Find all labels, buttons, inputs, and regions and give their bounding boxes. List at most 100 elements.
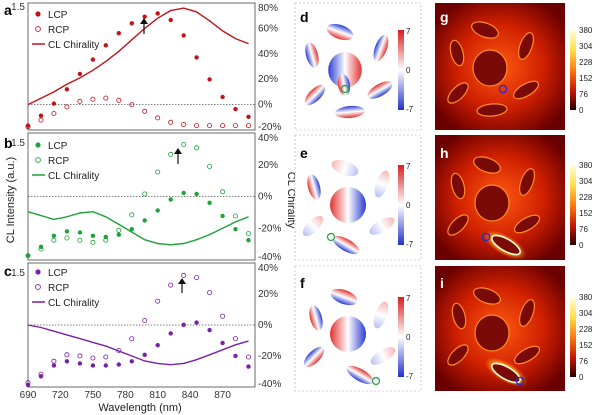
intensity-tick-label: 304: [579, 42, 593, 51]
legend-c: LCP RCP CL Chirality: [32, 268, 99, 309]
field-colorbar-f: 7 0 -7: [398, 294, 414, 381]
rcp-point: [51, 237, 57, 243]
excitation-marker: [481, 232, 491, 242]
lcp-point: [77, 71, 83, 77]
rcp-point: [194, 123, 200, 129]
lcp-point: [64, 87, 70, 92]
lcp-point: [220, 340, 225, 346]
intensity-tick-label: 380: [579, 293, 593, 302]
rcp-point: [90, 355, 96, 361]
rcp-point: [220, 189, 226, 195]
rcp-point: [168, 151, 174, 157]
rcp-point: [194, 275, 200, 281]
legend-marker-lcp: [35, 11, 41, 17]
y-axis-right-label: CL Chirality: [285, 172, 297, 229]
field-maps: d e f: [294, 2, 422, 392]
y-tick: 1.5: [11, 268, 25, 279]
rcp-point: [103, 95, 109, 101]
y2-tick-label: 40%: [258, 133, 278, 144]
legend-lcp: LCP: [48, 10, 68, 21]
legend-rcp: RCP: [48, 283, 69, 294]
lcp-point: [181, 33, 186, 38]
lcp-point: [116, 232, 122, 237]
peak-arrow-c: [178, 278, 186, 293]
excitation-marker: [371, 376, 381, 386]
lcp-point: [246, 364, 251, 369]
lcp-point: [233, 227, 238, 232]
lcp-point: [194, 320, 199, 325]
lcp-point: [168, 197, 173, 202]
lcp-point: [155, 343, 160, 348]
legend-chirality: CL Chirality: [48, 171, 99, 182]
lcp-point: [103, 363, 109, 368]
heatmap-structure-g: [447, 21, 540, 117]
lcp-point: [207, 200, 212, 205]
cb-min: -7: [406, 240, 414, 249]
rcp-point: [77, 98, 83, 104]
rcp-point: [103, 354, 109, 360]
rcp-point: [116, 97, 122, 103]
lcp-point: [90, 363, 96, 368]
lcp-point: [168, 17, 173, 23]
cb-min: -7: [406, 105, 414, 114]
rcp-point: [168, 282, 174, 288]
y2-tick-label: 0%: [258, 100, 273, 111]
rcp-point: [232, 123, 238, 129]
intensity-tick-label: 0: [579, 373, 584, 382]
data-marks: [25, 7, 255, 388]
intensity-tick-label: 304: [579, 309, 593, 318]
y2-tick-label: -20%: [258, 223, 281, 234]
excitation-marker: [326, 232, 336, 242]
rcp-point: [25, 253, 31, 259]
y2-tick-label: 20%: [258, 74, 278, 85]
rcp-point: [142, 108, 148, 114]
rcp-point: [51, 358, 57, 364]
y-tick: 1.5: [11, 138, 25, 149]
cb-max: 7: [406, 27, 411, 36]
intensity-tick-label: 152: [579, 209, 593, 218]
lcp-point: [233, 106, 238, 112]
legend-marker-lcp: [35, 269, 41, 275]
cb-mid: 0: [406, 201, 411, 210]
rcp-point: [129, 336, 135, 342]
rcp-point: [77, 237, 83, 243]
rcp-point: [194, 145, 200, 151]
rcp-point: [129, 212, 135, 218]
intensity-tick-label: 0: [579, 106, 584, 115]
nanostructure-e: [302, 159, 395, 255]
rcp-point: [142, 317, 148, 323]
y2-tick-label: -20%: [258, 122, 281, 133]
intensity-tick-label: 228: [579, 325, 593, 334]
chirality-series-line: [27, 7, 249, 106]
rcp-point: [38, 371, 44, 377]
legend-b: LCP RCP CL Chirality: [32, 141, 99, 182]
lcp-point: [51, 101, 57, 106]
lcp-point: [64, 359, 70, 364]
y2-tick-label: -40%: [258, 379, 281, 390]
lcp-point: [155, 11, 160, 16]
legend-marker-rcp: [35, 284, 41, 290]
rcp-point: [64, 104, 70, 110]
rcp-point: [232, 213, 238, 219]
chirality-series-line: [27, 210, 249, 246]
rcp-point: [25, 380, 31, 386]
lcp-point: [181, 190, 186, 196]
rcp-point: [155, 115, 161, 121]
chirality-series-line: [27, 324, 249, 366]
rcp-point: [181, 122, 187, 128]
field-colorbar-e: 7 0 -7: [398, 162, 414, 249]
lcp-point: [129, 21, 134, 26]
rcp-point: [38, 117, 44, 123]
cb-max: 7: [406, 162, 411, 171]
intensity-colorbar-g: [570, 30, 576, 110]
rcp-point: [116, 227, 122, 233]
x-tick-label: 840: [182, 390, 199, 401]
intensity-tick-label: 228: [579, 193, 593, 202]
lcp-point: [51, 233, 57, 238]
panel-label-f: f: [300, 275, 305, 291]
lcp-point: [77, 361, 83, 366]
lcp-point: [194, 191, 199, 197]
legend-a: LCP RCP CL Chirality: [32, 10, 99, 51]
lcp-point: [181, 322, 186, 327]
